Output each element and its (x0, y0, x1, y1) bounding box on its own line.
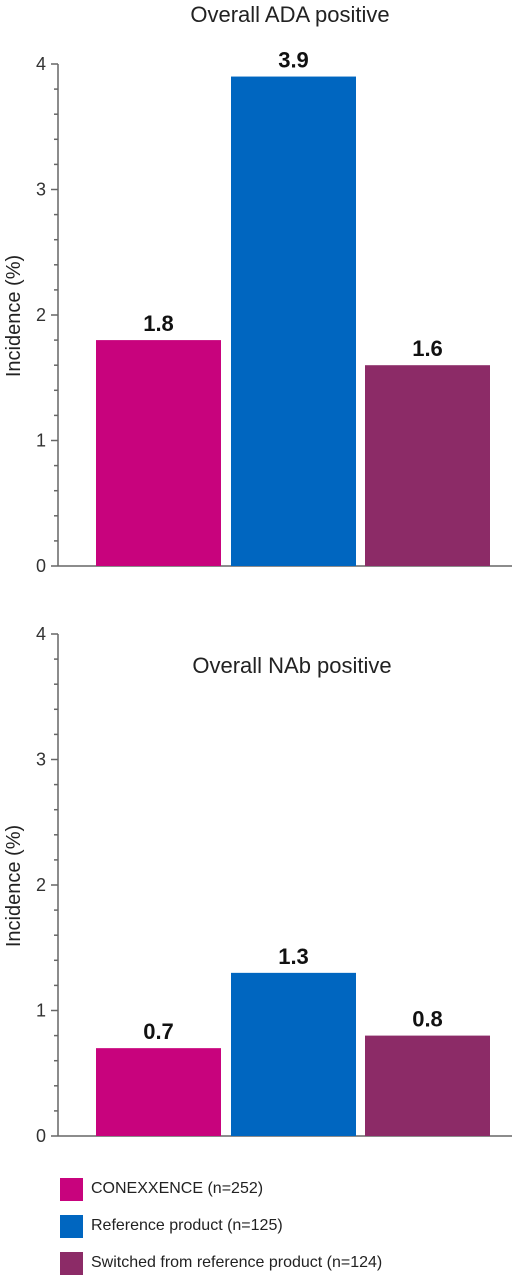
ada-y-tick-label: 0 (36, 556, 46, 576)
nab-y-tick-label: 3 (36, 750, 46, 770)
legend-swatch-conexxence (60, 1177, 83, 1201)
ada-y-tick-label: 2 (36, 305, 46, 325)
ada-chart-title: Overall ADA positive (190, 2, 389, 27)
ada-data-label-1: 1.8 (143, 311, 174, 336)
ada-y-tick-label: 1 (36, 431, 46, 451)
legend-label-conexxence: CONEXXENCE (n=252) (91, 1180, 264, 1197)
nab-y-tick-label: 1 (36, 1001, 46, 1021)
legend-swatch-reference-product (60, 1214, 83, 1238)
ada-bar-1 (96, 340, 221, 566)
nab-data-label-3: 0.8 (412, 1007, 443, 1032)
nab-bar-1 (96, 1048, 221, 1136)
legend-label-reference-product: Reference product (n=125) (91, 1217, 283, 1234)
nab-bar-2 (231, 972, 356, 1136)
nab-data-label-1: 0.7 (143, 1019, 174, 1044)
nab-y-tick-label: 2 (36, 875, 46, 895)
chart-canvas: Overall ADA positive Incidence (%) 0 1 2 3 4 1.… (3, 2, 512, 1146)
legend: CONEXXENCE (n=252) Reference product (n=… (60, 1174, 382, 1285)
ada-bar-3 (365, 365, 490, 566)
nab-y-tick-label: 0 (36, 1126, 46, 1146)
legend-label-switched: Switched from reference product (n=124) (91, 1254, 383, 1271)
ada-y-axis-label: Incidence (%) (3, 255, 25, 377)
legend-swatch-switched (60, 1251, 83, 1275)
legend-item-switched: Switched from reference product (n=124) (60, 1248, 382, 1278)
nab-bar-3 (365, 1035, 490, 1136)
nab-y-tick-label: 4 (36, 624, 46, 644)
legend-item-reference-product: Reference product (n=125) (60, 1211, 382, 1241)
ada-y-tick-label: 3 (36, 180, 46, 200)
ada-data-label-3: 1.6 (412, 336, 443, 361)
nab-y-axis-label: Incidence (%) (3, 825, 25, 947)
ada-bar-2 (231, 76, 356, 567)
nab-chart-title: Overall NAb positive (192, 653, 391, 678)
ada-y-tick-label: 4 (36, 54, 46, 74)
legend-item-conexxence: CONEXXENCE (n=252) (60, 1174, 382, 1204)
nab-data-label-2: 1.3 (278, 944, 309, 969)
ada-data-label-2: 3.9 (278, 48, 309, 73)
